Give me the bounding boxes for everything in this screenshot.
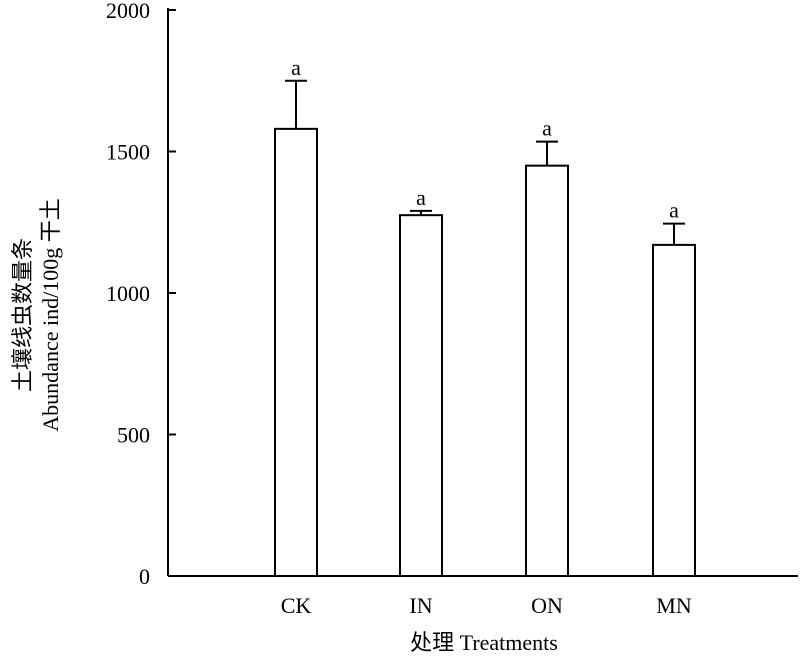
significance-letter: a [416, 185, 426, 210]
y-tick-label: 500 [117, 423, 150, 448]
bar-ck [274, 127, 318, 578]
y-tick-label: 1500 [106, 140, 150, 165]
bar-mn [652, 243, 696, 577]
y-tick-label: 1000 [106, 281, 150, 306]
plot-area: 0 500 1000 1500 2000 a CK a IN a ON a MN [106, 0, 798, 618]
x-tick-label: CK [281, 593, 312, 618]
bar-in [399, 214, 443, 578]
y-tick-label: 0 [139, 564, 150, 589]
y-axis-title-english: Abundance ind/100g 干土 [38, 198, 63, 431]
bar-on [525, 164, 569, 577]
significance-letter: a [669, 198, 679, 223]
x-axis-title: 处理 Treatments [410, 630, 558, 655]
x-tick-label: IN [409, 593, 432, 618]
y-tick-label: 2000 [106, 0, 150, 23]
significance-letter: a [542, 116, 552, 141]
significance-letter: a [291, 55, 301, 80]
x-tick-label: ON [531, 593, 563, 618]
x-tick-label: MN [656, 593, 692, 618]
y-axis-title-chinese: 土壤线虫数量条 [10, 238, 35, 392]
